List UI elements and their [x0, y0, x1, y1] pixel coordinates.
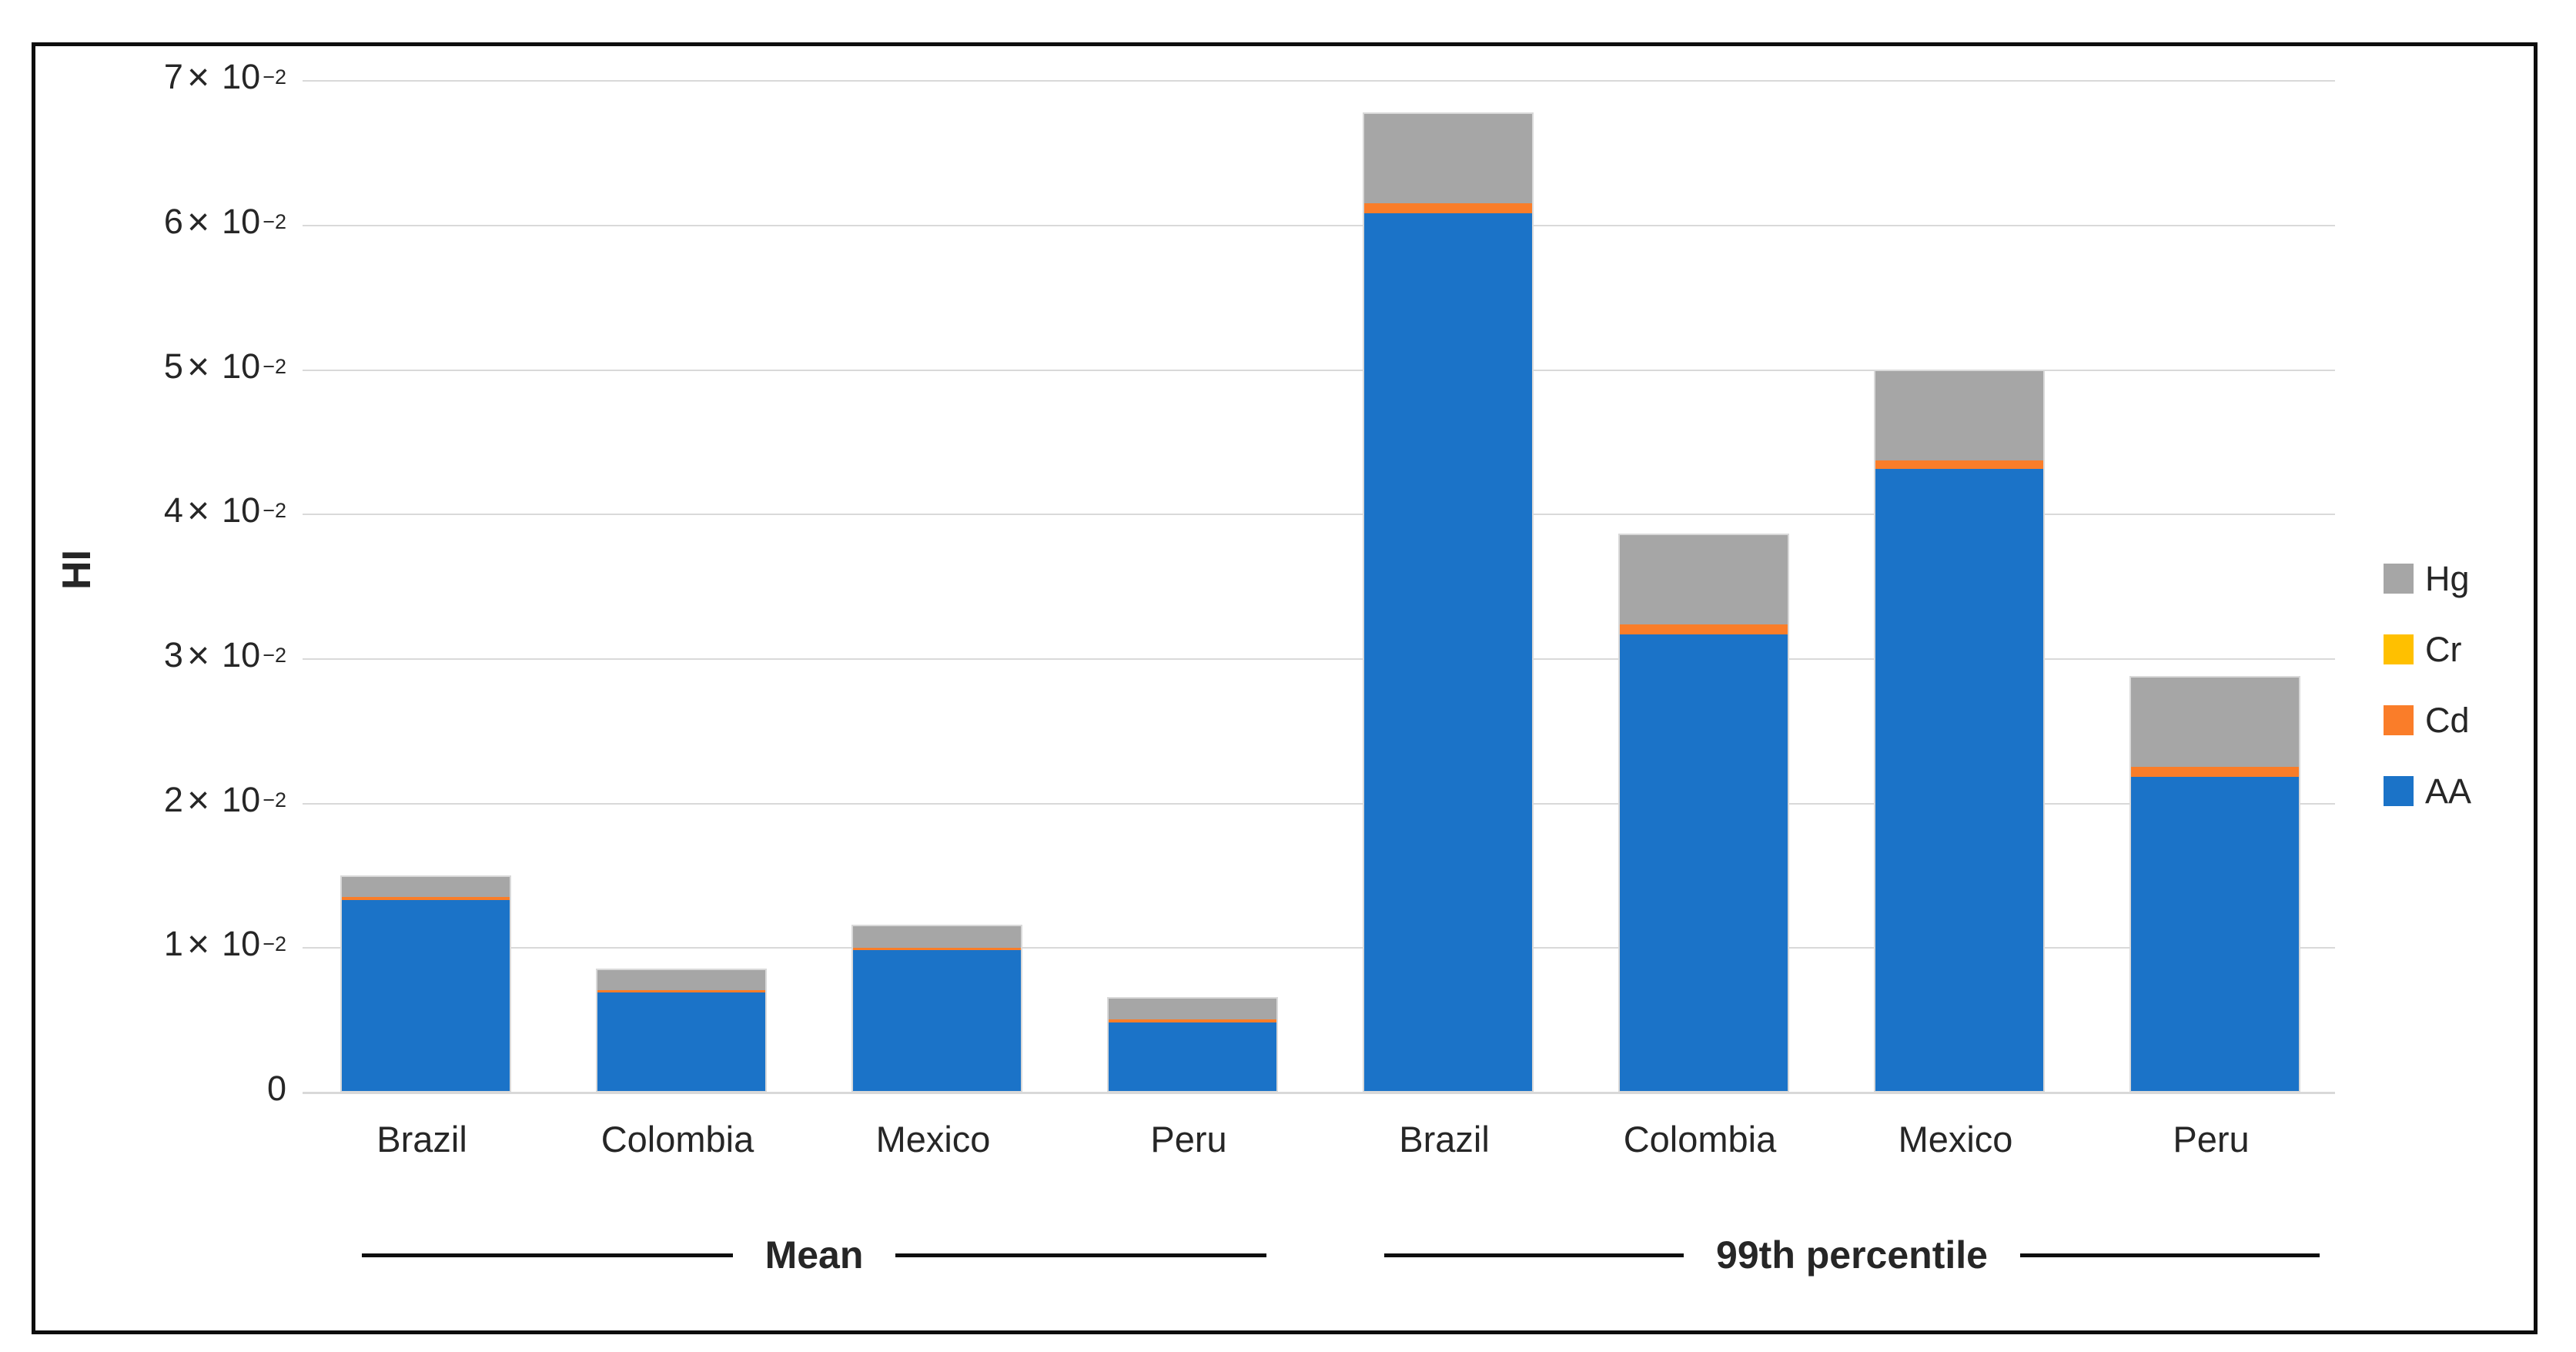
bar-segment-hg	[1364, 114, 1532, 204]
x-category-label: Brazil	[1399, 1119, 1490, 1160]
legend-label: Hg	[2425, 558, 2470, 598]
bar-segment-cd	[1620, 624, 1788, 634]
group-line-right	[2019, 1253, 2320, 1257]
x-category-label: Colombia	[1623, 1119, 1777, 1160]
bar-layer	[35, 46, 2534, 1330]
bar-segment-hg	[342, 877, 510, 897]
group-line-left	[1384, 1253, 1684, 1257]
legend: Hg Cr Cd AA	[2384, 558, 2472, 846]
y-tick-label: 5 × 10 −2	[163, 345, 286, 388]
legend-swatch-cd	[2384, 704, 2414, 735]
bar-99th-percentile-brazil	[1363, 112, 1534, 1093]
bar-mean-peru	[1107, 997, 1278, 1093]
y-tick-label: 2 × 10 −2	[163, 778, 286, 822]
bar-segment-cd	[853, 947, 1021, 951]
legend-swatch-cr	[2384, 634, 2414, 664]
bar-segment-aa	[853, 950, 1021, 1091]
bar-mean-mexico	[851, 925, 1022, 1093]
bar-segment-cd	[1364, 203, 1532, 214]
multiplication-sign: ×	[186, 634, 210, 677]
bar-99th-percentile-peru	[2129, 676, 2300, 1093]
x-category-label: Colombia	[601, 1119, 754, 1160]
gridline	[303, 803, 2335, 805]
bar-segment-hg	[853, 926, 1021, 948]
bar-segment-cd	[1109, 1019, 1276, 1022]
bar-segment-aa	[1875, 469, 2043, 1091]
x-category-label: Mexico	[1898, 1119, 2013, 1160]
bar-segment-hg	[1109, 999, 1276, 1020]
group-axis-mean: Mean	[362, 1230, 1266, 1280]
x-category-label: Peru	[1150, 1119, 1227, 1160]
bar-mean-colombia	[596, 969, 767, 1093]
x-category-label: Peru	[2173, 1119, 2250, 1160]
gridline	[303, 370, 2335, 371]
legend-item-cr: Cr	[2384, 629, 2471, 669]
bar-segment-cd	[1875, 460, 2043, 470]
bar-segment-cd	[2131, 766, 2299, 777]
gridline	[303, 658, 2335, 660]
bar-mean-brazil	[340, 875, 511, 1093]
bar-segment-hg	[597, 970, 765, 990]
legend-label: Cr	[2425, 629, 2462, 669]
legend-swatch-aa	[2384, 775, 2414, 806]
legend-swatch-hg	[2384, 563, 2414, 594]
chart-frame	[32, 42, 2538, 1334]
multiplication-sign: ×	[186, 345, 210, 388]
bar-segment-aa	[597, 992, 765, 1091]
multiplication-sign: ×	[186, 922, 210, 965]
group-label: Mean	[764, 1233, 864, 1277]
gridline	[303, 80, 2335, 82]
bar-segment-aa	[342, 899, 510, 1091]
multiplication-sign: ×	[186, 778, 210, 822]
bar-segment-aa	[1364, 213, 1532, 1091]
multiplication-sign: ×	[186, 489, 210, 532]
y-tick-label: 1 × 10 −2	[163, 922, 286, 965]
bar-segment-hg	[1620, 535, 1788, 624]
bar-segment-hg	[2131, 678, 2299, 767]
y-tick-label: 3 × 10 −2	[163, 634, 286, 677]
bar-99th-percentile-mexico	[1874, 370, 2045, 1093]
multiplication-sign: ×	[186, 55, 210, 99]
group-axis-99th-percentile: 99th percentile	[1384, 1230, 2320, 1280]
group-line-right	[895, 1253, 1266, 1257]
bar-segment-aa	[1109, 1022, 1276, 1091]
gridline	[303, 225, 2335, 226]
multiplication-sign: ×	[186, 200, 210, 243]
gridline-layer	[35, 46, 2534, 1330]
x-category-label: Brazil	[376, 1119, 467, 1160]
bar-99th-percentile-colombia	[1618, 534, 1789, 1093]
y-tick-label: 0	[266, 1069, 286, 1108]
x-category-label: Mexico	[875, 1119, 991, 1160]
y-axis-title: HI	[55, 550, 99, 590]
gridline	[303, 514, 2335, 515]
y-tick-label: 4 × 10 −2	[163, 489, 286, 532]
bar-segment-cd	[342, 896, 510, 900]
legend-label: AA	[2425, 771, 2472, 811]
bar-segment-cd	[597, 989, 765, 993]
group-label: 99th percentile	[1716, 1233, 1988, 1277]
y-tick-label: 6 × 10 −2	[163, 200, 286, 243]
group-line-left	[362, 1253, 733, 1257]
legend-item-aa: AA	[2384, 771, 2472, 811]
y-tick-label: 7 × 10 −2	[163, 55, 286, 99]
bar-segment-hg	[1875, 371, 2043, 460]
legend-item-cd: Cd	[2384, 700, 2471, 740]
gridline	[303, 947, 2335, 949]
bar-segment-aa	[2131, 776, 2299, 1091]
gridline	[303, 1092, 2335, 1094]
legend-item-hg: Hg	[2384, 558, 2471, 598]
legend-label: Cd	[2425, 700, 2470, 740]
bar-segment-aa	[1620, 634, 1788, 1091]
